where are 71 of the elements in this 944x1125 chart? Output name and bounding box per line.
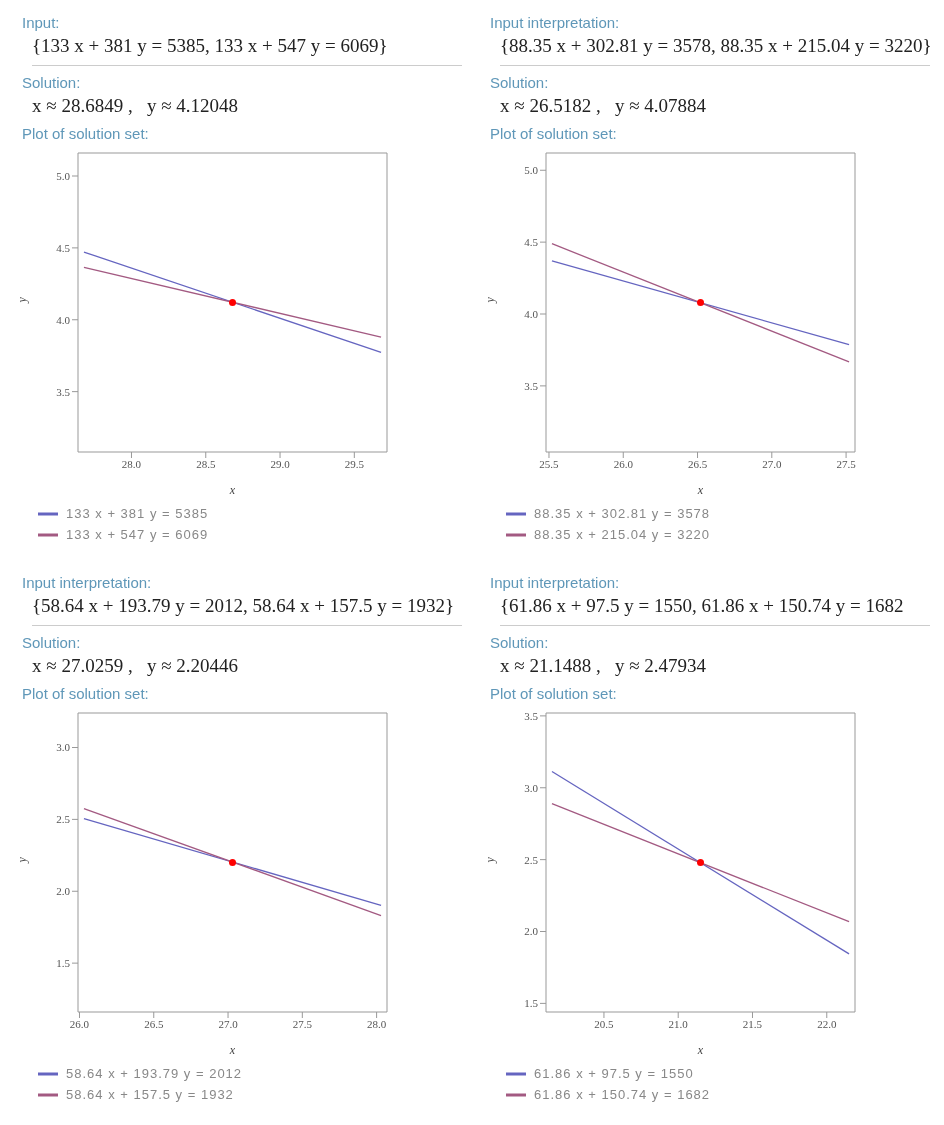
x-axis-title: x (696, 483, 704, 497)
y-tick-label: 4.0 (56, 313, 71, 326)
text: {133 x + 381 y = 5385, 133 x + 547 y = 6069} (32, 35, 462, 66)
x-tick-label: 27.0 (762, 457, 782, 470)
x-tick-label: 26.0 (69, 1017, 90, 1030)
text: {61.86 x + 97.5 y = 1550, 61.86 x + 150.74 y = 1682 (500, 595, 930, 626)
legend-label: 88.35 x + 215.04 y = 3220 (534, 527, 711, 542)
text: Input interpretation: (22, 574, 153, 591)
y-tick-label: 5.0 (56, 169, 71, 182)
legend-label: 133 x + 547 y = 6069 (66, 527, 209, 542)
text: Input interpretation: (490, 14, 621, 31)
text: Solution: (22, 74, 82, 91)
text: x ≈ 21.1488 , y ≈ 2.47934 (500, 655, 708, 677)
x-tick-label: 21.5 (742, 1017, 763, 1030)
text: Plot of solution set: (22, 125, 150, 142)
y-axis-title: y (483, 296, 498, 304)
x-tick-label: 29.0 (270, 457, 291, 470)
text: Input: (22, 14, 61, 31)
legend-label: 58.64 x + 193.79 y = 2012 (66, 1066, 243, 1081)
text: x ≈ 27.0259 , y ≈ 2.20446 (32, 655, 240, 677)
x-tick-label: 22.0 (817, 1017, 837, 1030)
x-tick-label: 28.0 (121, 457, 142, 470)
y-tick-label: 2.5 (524, 853, 539, 866)
x-tick-label: 26.5 (687, 457, 708, 470)
text: Plot of solution set: (490, 685, 618, 702)
y-tick-label: 4.0 (524, 307, 539, 320)
text: Solution: (22, 634, 82, 651)
x-axis-title: x (228, 483, 236, 497)
legend-label: 88.35 x + 302.81 y = 3578 (534, 506, 711, 521)
y-tick-label: 2.0 (56, 885, 71, 898)
x-tick-label: 27.0 (218, 1017, 239, 1030)
y-tick-label: 3.5 (56, 385, 71, 398)
x-tick-label: 21.0 (668, 1017, 689, 1030)
x-tick-label: 28.0 (366, 1017, 387, 1030)
y-tick-label: 3.5 (524, 379, 539, 392)
x-tick-label: 29.5 (344, 457, 365, 470)
x-tick-label: 20.5 (594, 1017, 615, 1030)
x-tick-label: 27.5 (836, 457, 857, 470)
text: Solution: (490, 634, 550, 651)
text: Input interpretation: (490, 574, 621, 591)
text: Solution: (490, 74, 550, 91)
y-axis-title: y (15, 856, 30, 864)
x-tick-label: 25.5 (539, 457, 560, 470)
y-axis-title: y (15, 296, 30, 304)
x-axis-title: x (696, 1043, 704, 1057)
y-tick-label: 4.5 (56, 241, 71, 254)
x-tick-label: 28.5 (196, 457, 216, 470)
y-tick-label: 3.5 (524, 709, 539, 722)
y-tick-label: 1.5 (56, 957, 71, 970)
legend-label: 133 x + 381 y = 5385 (66, 506, 209, 521)
y-tick-label: 3.0 (524, 781, 539, 794)
x-tick-label: 27.5 (292, 1017, 313, 1030)
y-axis-title: y (483, 856, 498, 864)
text: {88.35 x + 302.81 y = 3578, 88.35 x + 215.04 y = 3220} (500, 35, 932, 66)
legend-label: 61.86 x + 97.5 y = 1550 (534, 1066, 694, 1081)
x-tick-label: 26.5 (144, 1017, 164, 1030)
text: Plot of solution set: (490, 125, 618, 142)
y-tick-label: 3.0 (56, 741, 71, 754)
y-tick-label: 2.0 (524, 925, 539, 938)
y-tick-label: 2.5 (56, 813, 71, 826)
y-tick-label: 5.0 (524, 164, 539, 177)
text: Plot of solution set: (22, 685, 150, 702)
y-tick-label: 4.5 (524, 236, 539, 249)
text: {58.64 x + 193.79 y = 2012, 58.64 x + 157.5 y = 1932} (32, 595, 462, 626)
legend-label: 61.86 x + 150.74 y = 1682 (534, 1087, 711, 1102)
text: x ≈ 26.5182 , y ≈ 4.07884 (500, 95, 708, 117)
y-tick-label: 1.5 (524, 997, 539, 1010)
text: x ≈ 28.6849 , y ≈ 4.12048 (32, 95, 240, 117)
x-axis-title: x (228, 1043, 236, 1057)
x-tick-label: 26.0 (613, 457, 634, 470)
legend-label: 58.64 x + 157.5 y = 1932 (66, 1087, 234, 1102)
